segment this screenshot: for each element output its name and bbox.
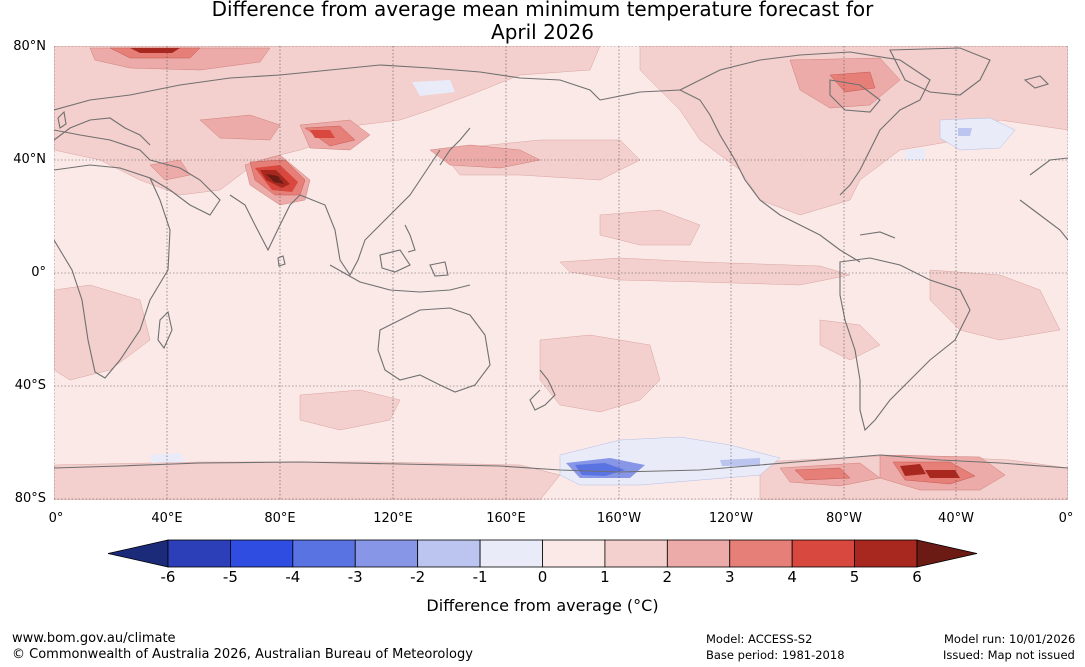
colorbar-swatch [230,539,294,568]
lon-tick-80e: 80°E [264,511,296,526]
anomaly-negative-regions [150,80,1016,486]
lat-tick-40s: 40°S [14,378,46,393]
lon-tick-40w: 40°W [938,511,974,526]
colorbar-tick: -6 [160,568,176,586]
lon-tick-0-left: 0° [48,511,64,526]
lat-tick-80n: 80°N [13,39,46,54]
colorbar-tick: -3 [347,568,363,586]
lon-tick-80w: 80°W [826,511,862,526]
colorbar-label: Difference from average (°C) [426,596,659,615]
graticule [54,46,1068,500]
lat-tick-0: 0° [31,265,46,280]
lat-tick-40n: 40°N [13,152,46,167]
lon-tick-160e: 160°E [486,511,526,526]
colorbar-swatch [417,539,481,568]
colorbar-tick: 1 [600,568,610,586]
footer-website: www.bom.gov.au/climate [12,631,176,646]
colorbar-swatch [479,539,543,568]
colorbar-swatch [167,539,231,568]
colorbar-tick: -5 [222,568,238,586]
colorbar-tick: 0 [537,568,548,586]
colorbar-tick: -1 [472,568,488,586]
lon-tick-0-right: 0° [1058,511,1074,526]
colorbar-tick: 6 [912,568,922,586]
colorbar-tick: -4 [285,568,301,586]
anomaly-4-plus-cores [130,48,960,478]
colorbar-swatch [666,539,731,568]
colorbar-swatch [854,539,918,568]
colorbar-tick: 5 [849,568,860,586]
colorbar-tick: 2 [662,568,673,586]
footer-model-run: Model run: 10/01/2026 [944,632,1076,646]
map-title: Difference from average mean minimum tem… [0,0,1085,44]
title-line-2: April 2026 [491,20,594,44]
colorbar-tick: -2 [410,568,426,586]
colorbar-tick: 4 [787,568,797,586]
colorbar-extend-high [916,539,978,568]
colorbar-swatch [542,539,606,568]
colorbar-swatch [604,539,668,568]
title-line-1: Difference from average mean minimum tem… [211,0,874,21]
lon-tick-120e: 120°E [373,511,413,526]
colorbar-swatch [292,539,356,568]
lat-tick-80s: 80°S [14,491,46,506]
colorbar-swatch [791,539,855,568]
colorbar-extend-low [107,539,169,568]
lon-tick-160w: 160°W [596,511,642,526]
footer-copyright: © Commonwealth of Australia 2026, Austra… [12,647,473,662]
footer-model: Model: ACCESS-S2 [706,632,813,646]
lon-tick-40e: 40°E [151,511,183,526]
colorbar-swatch [729,539,793,568]
footer-issued: Issued: Map not issued [943,648,1075,662]
colorbar-tick: 3 [724,568,735,586]
colorbar [107,539,978,568]
anomaly-map [54,46,1068,500]
colorbar-swatch [354,539,419,568]
footer-base-period: Base period: 1981-2018 [706,648,845,662]
lon-tick-120w: 120°W [708,511,754,526]
coastlines [54,47,1068,473]
